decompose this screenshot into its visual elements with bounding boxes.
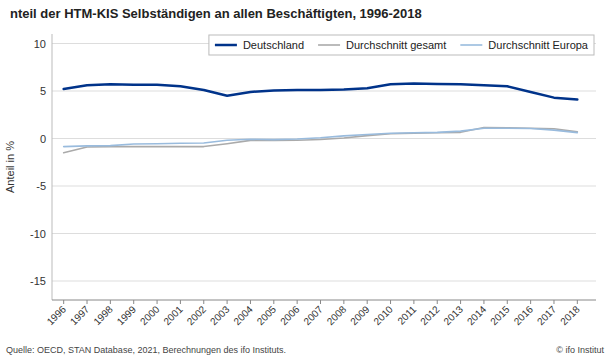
x-tick-label: 2011 — [395, 303, 418, 326]
legend-label: Durchschnitt Europa — [488, 39, 589, 51]
legend-swatch — [460, 44, 482, 46]
y-tick-label: 5 — [40, 85, 46, 97]
x-tick — [460, 300, 461, 304]
x-tick-label: 2008 — [325, 303, 349, 327]
legend-box — [209, 35, 594, 55]
x-tick-label: 2009 — [348, 303, 372, 327]
source-note: Quelle: OECD, STAN Database, 2021, Berec… — [6, 345, 286, 355]
x-tick — [203, 300, 204, 304]
x-tick-label: 2016 — [512, 303, 536, 327]
x-tick — [320, 300, 321, 304]
x-tick — [507, 300, 508, 304]
x-tick-label: 1998 — [91, 303, 115, 327]
x-tick-label: 2002 — [185, 303, 209, 327]
x-tick-label: 2003 — [208, 303, 232, 327]
x-tick-label: 2010 — [371, 303, 395, 327]
y-axis-line — [52, 34, 53, 300]
x-tick — [437, 300, 438, 304]
copyright-note: © ifo Institut — [556, 345, 604, 355]
x-tick-label: 2015 — [488, 303, 512, 327]
legend-swatch — [318, 44, 340, 46]
grid — [52, 44, 596, 282]
y-tick-label: -10 — [30, 228, 46, 240]
x-tick — [343, 300, 344, 304]
x-tick-label: 1996 — [45, 303, 69, 327]
series-line — [64, 83, 578, 99]
grid-line — [52, 281, 596, 282]
legend-label: Durchschnitt gesamt — [346, 39, 446, 51]
series-line — [64, 128, 578, 146]
x-tick — [553, 300, 554, 304]
x-tick-label: 1999 — [115, 303, 139, 327]
y-axis-label: Anteil in % — [4, 141, 16, 193]
y-tick-label: -5 — [36, 180, 46, 192]
x-tick-label: 2000 — [138, 303, 162, 327]
x-tick — [390, 300, 391, 304]
x-tick-label: 2007 — [301, 303, 325, 327]
x-tick — [110, 300, 111, 304]
x-tick — [87, 300, 88, 304]
grid-line — [52, 186, 596, 187]
y-tick-label: -15 — [30, 275, 46, 287]
y-tick-label: 10 — [34, 38, 46, 50]
x-tick-label: 2013 — [441, 303, 465, 327]
x-tick — [273, 300, 274, 304]
x-tick-label: 2004 — [231, 303, 255, 327]
legend-swatch — [215, 44, 237, 47]
lines — [64, 83, 578, 152]
y-tick-label: 0 — [40, 133, 46, 145]
x-tick-label: 2006 — [278, 303, 302, 327]
x-tick-label: 2018 — [558, 303, 582, 327]
grid-line — [52, 233, 596, 234]
x-tick — [133, 300, 134, 304]
x-tick — [413, 300, 414, 304]
x-tick-label: 2001 — [161, 303, 185, 327]
x-tick — [297, 300, 298, 304]
x-tick — [483, 300, 484, 304]
x-tick-label: 1997 — [68, 303, 92, 327]
x-tick — [530, 300, 531, 304]
legend-label: Deutschland — [243, 39, 304, 51]
x-tick-label: 2012 — [418, 303, 442, 327]
legend: Deutschland Durchschnitt gesamt Durchschni… — [209, 35, 594, 55]
title: nteil der HTM-KIS Selbständigen an allen… — [10, 6, 422, 21]
x-tick — [157, 300, 158, 304]
chart: nteil der HTM-KIS Selbständigen an allen… — [0, 0, 610, 358]
x-tick-label: 2005 — [255, 303, 279, 327]
x-tick — [227, 300, 228, 304]
x-tick-label: 2014 — [465, 303, 489, 327]
x-tick — [577, 300, 578, 304]
series-line — [64, 128, 578, 153]
x-tick — [250, 300, 251, 304]
x-tick — [367, 300, 368, 304]
x-tick — [180, 300, 181, 304]
x-tick — [63, 300, 64, 304]
x-tick-label: 2017 — [535, 303, 559, 327]
